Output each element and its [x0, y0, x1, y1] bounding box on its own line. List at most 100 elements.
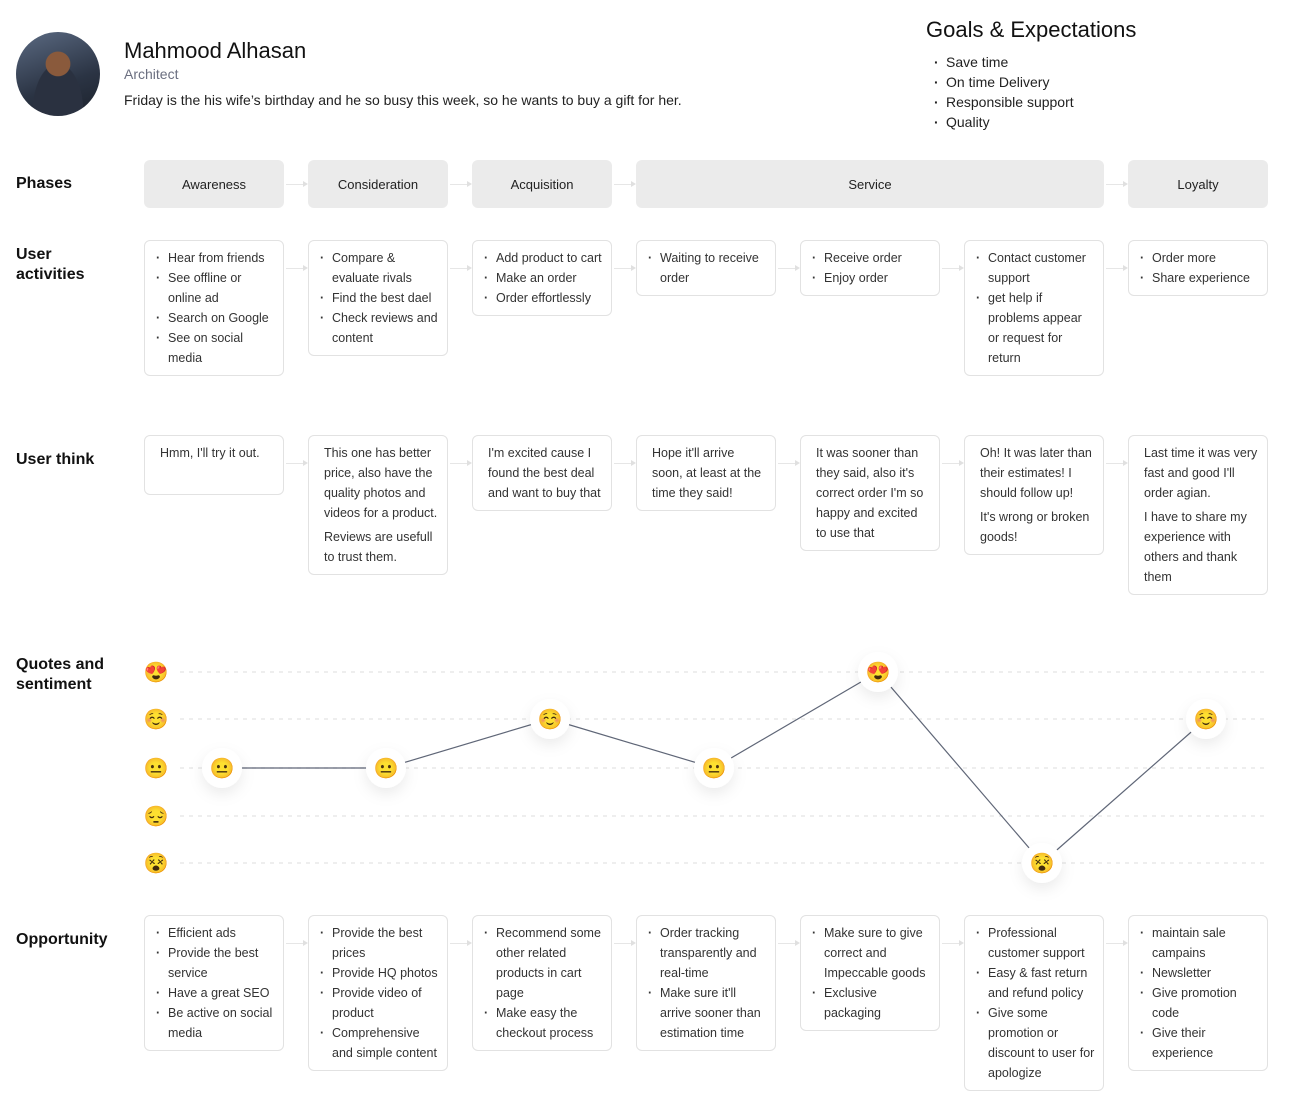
arrow-connector [1106, 460, 1128, 466]
opportunity-item: Provide video of product [332, 983, 439, 1023]
sentiment-point [858, 652, 898, 692]
sentiment-line [385, 718, 551, 769]
opportunity-card: Order tracking transparently and real-ti… [636, 915, 776, 1051]
opportunity-card: maintain sale campainsNewsletterGive pro… [1128, 915, 1268, 1071]
arrow-connector [614, 181, 636, 187]
opportunity-item: Easy & fast return and refund policy [988, 963, 1095, 1003]
goal-item: Save time [932, 52, 1074, 72]
arrow-connector [614, 460, 636, 466]
smiling-face-icon: ☺️ [1194, 708, 1219, 731]
think-text: It was sooner than they said, also it's … [816, 446, 924, 540]
activities-card: Add product to cartMake an orderOrder ef… [472, 240, 612, 316]
think-text: I have to share my experience with other… [1144, 510, 1247, 584]
opportunity-card: Make sure to give correct and Impeccable… [800, 915, 940, 1031]
think-text: Last time it was very fast and good I'll… [1144, 446, 1258, 500]
neutral-face-icon: 😐 [702, 757, 727, 780]
opportunity-item: Give their experience [1152, 1023, 1259, 1063]
activities-card: Compare & evaluate rivalsFind the best d… [308, 240, 448, 356]
think-card: Oh! It was later than their estimates! I… [964, 435, 1104, 555]
phase-loyalty: Loyalty [1128, 160, 1268, 208]
opportunity-item: Professional customer support [988, 923, 1095, 963]
arrow-connector [286, 265, 308, 271]
arrow-connector [286, 940, 308, 946]
row-label-phases: Phases [16, 175, 73, 192]
arrow-connector [942, 265, 964, 271]
opportunity-card: Provide the best pricesProvide HQ photos… [308, 915, 448, 1071]
think-card: I'm excited cause I found the best deal … [472, 435, 612, 511]
opportunity-item: Comprehensive and simple content [332, 1023, 439, 1063]
arrow-connector [614, 265, 636, 271]
activities-list: Add product to cartMake an orderOrder ef… [488, 248, 603, 308]
activities-card: Waiting to receive order [636, 240, 776, 296]
smiling-face-icon: ☺️ [538, 708, 563, 731]
opportunity-item: Provide HQ photos [332, 963, 439, 983]
think-card: It was sooner than they said, also it's … [800, 435, 940, 551]
think-text: Oh! It was later than their estimates! I… [980, 446, 1092, 500]
row-label-think: User think [16, 451, 95, 468]
neutral-face-icon: 😐 [374, 757, 399, 780]
phase-service: Service [636, 160, 1104, 208]
sentiment-point [202, 748, 242, 788]
activities-list: Hear from friendsSee offline or online a… [160, 248, 275, 368]
activities-card: Receive orderEnjoy order [800, 240, 940, 296]
activities-list: Order moreShare experience [1144, 248, 1259, 288]
row-label-opportunity: Opportunity [16, 931, 108, 948]
activities-item: Contact customer support [988, 248, 1095, 288]
arrow-connector [614, 940, 636, 946]
opportunity-item: maintain sale campains [1152, 923, 1259, 963]
phase-consideration: Consideration [308, 160, 448, 208]
opportunity-item: Newsletter [1152, 963, 1259, 983]
opportunity-card: Recommend some other related products in… [472, 915, 612, 1051]
opportunity-list: Provide the best pricesProvide HQ photos… [324, 923, 439, 1063]
sentiment-point [1186, 699, 1226, 739]
neutral-face-icon: 😐 [144, 757, 169, 780]
arrow-connector [1106, 940, 1128, 946]
opportunity-item: Efficient ads [168, 923, 275, 943]
heart-eyes-face-icon: 😍 [144, 661, 169, 684]
sentiment-point [366, 748, 406, 788]
row-label-sentiment: Quotes and sentiment [16, 656, 105, 693]
neutral-face-icon: 😐 [210, 757, 235, 780]
think-card: Last time it was very fast and good I'll… [1128, 435, 1268, 595]
arrow-connector [1106, 181, 1128, 187]
heart-eyes-face-icon: 😍 [866, 661, 891, 684]
opportunity-card: Professional customer supportEasy & fast… [964, 915, 1104, 1091]
arrow-connector [778, 460, 800, 466]
think-text: Hope it'll arrive soon, at least at the … [652, 446, 762, 500]
activities-item: Order effortlessly [496, 288, 603, 308]
opportunity-item: Order tracking transparently and real-ti… [660, 923, 767, 983]
arrow-connector [778, 265, 800, 271]
pensive-face-icon: 😔 [144, 805, 169, 828]
opportunity-item: Have a great SEO [168, 983, 275, 1003]
opportunity-item: Make sure it'll arrive sooner than estim… [660, 983, 767, 1043]
think-card: Hope it'll arrive soon, at least at the … [636, 435, 776, 511]
think-card: Hmm, I'll try it out. [144, 435, 284, 495]
opportunity-list: maintain sale campainsNewsletterGive pro… [1144, 923, 1259, 1063]
smiling-face-icon: ☺️ [144, 708, 169, 731]
sentiment-line [1041, 718, 1207, 864]
arrow-connector [450, 181, 472, 187]
persona-name: Mahmood Alhasan [124, 38, 307, 63]
avatar [16, 32, 100, 116]
arrow-connector [450, 940, 472, 946]
think-card: This one has better price, also have the… [308, 435, 448, 575]
think-text: This one has better price, also have the… [324, 446, 438, 520]
activities-item: Make an order [496, 268, 603, 288]
think-text: I'm excited cause I found the best deal … [488, 446, 601, 500]
arrow-connector [450, 265, 472, 271]
activities-list: Contact customer supportget help if prob… [980, 248, 1095, 368]
opportunity-list: Professional customer supportEasy & fast… [980, 923, 1095, 1083]
activities-item: Order more [1152, 248, 1259, 268]
row-label-activities: User activities [16, 246, 85, 283]
arrow-connector [942, 460, 964, 466]
phase-awareness: Awareness [144, 160, 284, 208]
opportunity-item: Make sure to give correct and Impeccable… [824, 923, 931, 983]
sentiment-line [877, 671, 1043, 864]
sentiment-line [713, 671, 879, 769]
opportunity-item: Provide the best service [168, 943, 275, 983]
opportunity-item: Provide the best prices [332, 923, 439, 963]
activities-item: See on social media [168, 328, 275, 368]
persona-description: Friday is the his wife’s birthday and he… [124, 92, 682, 108]
activities-card: Order moreShare experience [1128, 240, 1268, 296]
